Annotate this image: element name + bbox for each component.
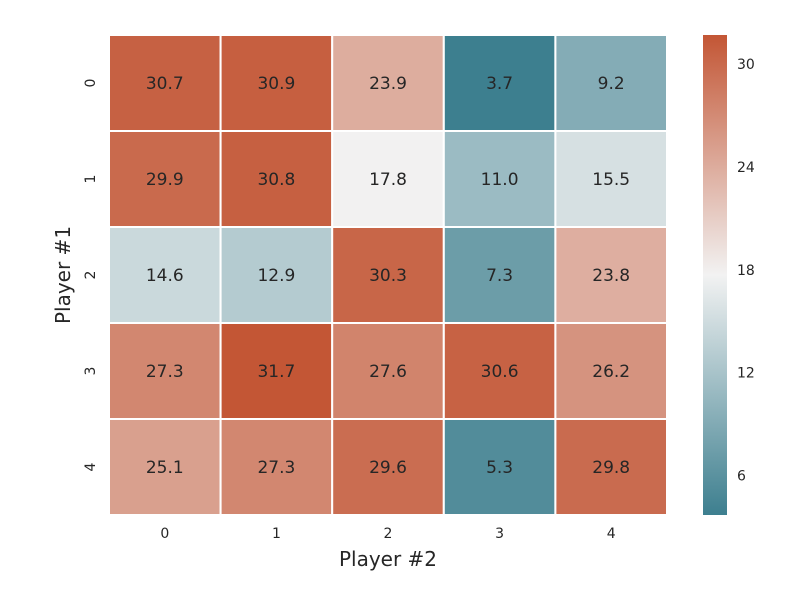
heatmap-cell-r3-c4 (554, 322, 669, 420)
colorbar-tick-label: 24 (737, 160, 755, 176)
heatmap-cells (108, 34, 669, 516)
y-tick-label: 4 (83, 462, 99, 471)
cell-value-label-r1-c3: 11.0 (481, 170, 519, 190)
colorbar-tick-label: 6 (737, 469, 746, 485)
heatmap-cell-labels: 30.7 30.9 23.9 3.7 9.2 29.9 30.8 17.8 11.0 15.5 14… (146, 74, 630, 478)
heatmap-cell-r3-c2 (331, 322, 445, 420)
heatmap-cell-r4-c0 (108, 418, 222, 516)
y-tick-label: 2 (83, 271, 99, 280)
cell-value-label-r2-c0: 14.6 (146, 266, 184, 286)
x-tick-label: 0 (160, 526, 169, 542)
heatmap-cell-r0-c2 (331, 34, 445, 132)
cell-value-label-r4-c0: 25.1 (146, 458, 184, 478)
cell-value-label-r2-c3: 7.3 (486, 266, 513, 286)
heatmap-cell-r0-c0 (108, 34, 222, 132)
cell-value-label-r1-c4: 15.5 (592, 170, 630, 190)
heatmap-cell-r2-c3 (442, 226, 557, 324)
heatmap-cell-r1-c4 (554, 130, 669, 228)
y-tick-label: 0 (83, 79, 99, 88)
heatmap-cell-r1-c0 (108, 130, 222, 228)
cell-value-label-r4-c2: 29.6 (369, 458, 407, 478)
y-tick-label: 3 (83, 367, 99, 376)
cell-value-label-r1-c1: 30.8 (257, 170, 295, 190)
heatmap-cell-r3-c1 (219, 322, 334, 420)
heatmap-cell-r3-c3 (442, 322, 557, 420)
x-tick-label: 4 (607, 526, 616, 542)
colorbar-tick-label: 30 (737, 57, 755, 73)
cell-value-label-r3-c1: 31.7 (257, 362, 295, 382)
x-tick-label: 1 (272, 526, 281, 542)
cell-value-label-r3-c0: 27.3 (146, 362, 184, 382)
cell-value-label-r3-c2: 27.6 (369, 362, 407, 382)
x-tick-label: 2 (384, 526, 393, 542)
cell-value-label-r0-c4: 9.2 (598, 74, 625, 94)
x-axis-label: Player #2 (339, 547, 437, 571)
cell-value-label-r2-c1: 12.9 (257, 266, 295, 286)
cell-value-label-r0-c0: 30.7 (146, 74, 184, 94)
heatmap-cell-r2-c1 (219, 226, 334, 324)
cell-value-label-r3-c4: 26.2 (592, 362, 630, 382)
cell-value-label-r4-c4: 29.8 (592, 458, 630, 478)
colorbar-tick-label: 18 (737, 263, 755, 279)
cell-value-label-r3-c3: 30.6 (481, 362, 519, 382)
cell-value-label-r2-c4: 23.8 (592, 266, 630, 286)
x-tick-label: 3 (495, 526, 504, 542)
colorbar-gradient (703, 35, 727, 515)
cell-value-label-r1-c2: 17.8 (369, 170, 407, 190)
cell-value-label-r4-c1: 27.3 (257, 458, 295, 478)
y-tick-label: 1 (83, 175, 99, 184)
heatmap-cell-r4-c2 (331, 418, 445, 516)
y-axis-label: Player #1 (51, 226, 75, 324)
heatmap-cell-r0-c1 (219, 34, 334, 132)
cell-value-label-r2-c2: 30.3 (369, 266, 407, 286)
heatmap-cell-r3-c0 (108, 322, 222, 420)
colorbar: 6 12 18 24 30 (703, 35, 755, 515)
heatmap-cell-r1-c2 (331, 130, 445, 228)
cell-value-label-r1-c0: 29.9 (146, 170, 184, 190)
cell-value-label-r0-c1: 30.9 (257, 74, 295, 94)
cell-value-label-r4-c3: 5.3 (486, 458, 513, 478)
heatmap-cell-r4-c4 (554, 418, 669, 516)
heatmap-cell-r4-c1 (219, 418, 334, 516)
y-axis-ticks: 0 1 2 3 4 (83, 79, 99, 472)
cell-value-label-r0-c3: 3.7 (486, 74, 513, 94)
x-axis-ticks: 0 1 2 3 4 (160, 526, 615, 542)
cell-value-label-r0-c2: 23.9 (369, 74, 407, 94)
colorbar-tick-label: 12 (737, 366, 755, 382)
